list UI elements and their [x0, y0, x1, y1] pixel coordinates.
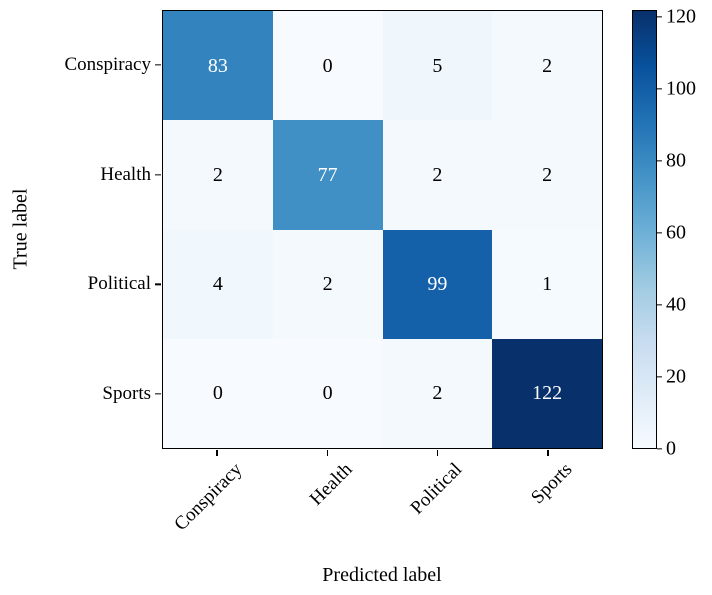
xtick-label-political: Political	[406, 459, 467, 519]
xtick-mark	[216, 450, 218, 456]
y-axis-title: True label	[9, 188, 32, 270]
colorbar-tick-label-120: 120	[666, 5, 696, 28]
colorbar	[632, 10, 657, 449]
heatmap-cell-conspiracy-political: 5	[382, 11, 493, 121]
heatmap-cell-political-sports: 1	[492, 229, 602, 339]
ytick-mark	[155, 64, 161, 66]
colorbar-tick-mark	[657, 160, 662, 162]
ytick-label-conspiracy: Conspiracy	[64, 53, 151, 75]
heatmap-cell-sports-health: 0	[272, 338, 383, 448]
colorbar-tick-mark	[657, 448, 662, 450]
heatmap-cell-political-health: 2	[272, 229, 383, 339]
colorbar-tick-label-60: 60	[666, 221, 686, 244]
colorbar-tick-mark	[657, 16, 662, 18]
ytick-label-political: Political	[87, 273, 151, 295]
ytick-mark	[155, 393, 161, 395]
colorbar-tick-label-20: 20	[666, 365, 686, 388]
xtick-label-sports: Sports	[527, 459, 577, 509]
xtick-mark	[326, 450, 329, 456]
heatmap-cell-sports-conspiracy: 0	[163, 338, 273, 448]
colorbar-tick-label-0: 0	[666, 437, 676, 460]
xtick-label-conspiracy: Conspiracy	[169, 459, 246, 536]
colorbar-tick-mark	[657, 232, 662, 234]
xtick-label-health: Health	[305, 459, 357, 510]
colorbar-tick-mark	[657, 304, 662, 306]
colorbar-tick-mark	[657, 88, 662, 90]
heatmap-cell-conspiracy-sports: 2	[492, 11, 602, 121]
ytick-label-health: Health	[100, 163, 151, 185]
heatmap-cell-health-sports: 2	[492, 120, 602, 230]
colorbar-tick-label-100: 100	[666, 77, 696, 100]
xtick-mark	[547, 450, 549, 456]
colorbar-tick-label-80: 80	[666, 149, 686, 172]
heatmap-cell-health-political: 2	[382, 120, 493, 230]
heatmap-cell-health-health: 77	[272, 120, 383, 230]
ytick-mark	[155, 173, 161, 176]
heatmap-cell-sports-political: 2	[382, 338, 493, 448]
xtick-mark	[436, 450, 439, 456]
x-axis-title: Predicted label	[322, 564, 442, 586]
heatmap-grid: 83 0 5 2 2 77 2 2 4 2 99 1 0 0 2 122	[163, 11, 602, 448]
heatmap-cell-health-conspiracy: 2	[163, 120, 273, 230]
ytick-label-sports: Sports	[102, 383, 151, 405]
heatmap-cell-conspiracy-health: 0	[272, 11, 383, 121]
heatmap-cell-political-political: 99	[382, 229, 493, 339]
heatmap-cell-political-conspiracy: 4	[163, 229, 273, 339]
colorbar-tick-mark	[657, 376, 662, 378]
heatmap-cell-sports-sports: 122	[492, 338, 602, 448]
ytick-mark	[155, 283, 161, 286]
heatmap-plot-area: 83 0 5 2 2 77 2 2 4 2 99 1 0 0 2 122	[162, 10, 603, 449]
colorbar-tick-label-40: 40	[666, 293, 686, 316]
heatmap-cell-conspiracy-conspiracy: 83	[163, 11, 273, 121]
